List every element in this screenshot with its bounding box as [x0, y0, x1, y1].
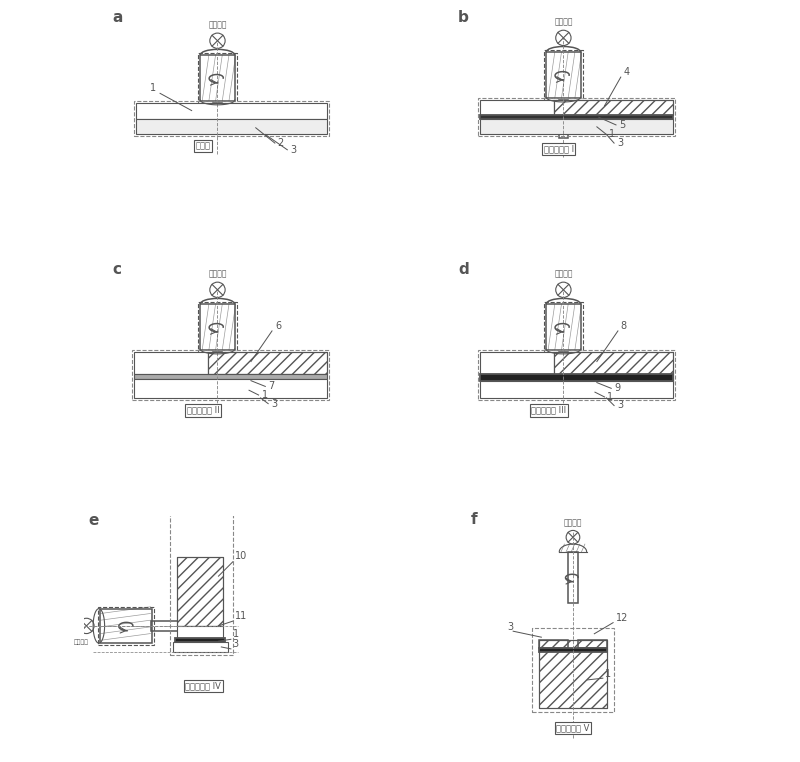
Bar — [554, 100, 674, 115]
Bar — [208, 352, 327, 374]
Bar — [100, 609, 153, 643]
Bar — [538, 640, 607, 708]
Text: 1: 1 — [233, 629, 239, 639]
Bar — [134, 379, 327, 398]
Text: 第二步方法 I: 第二步方法 I — [543, 144, 574, 153]
Bar — [178, 626, 223, 639]
Circle shape — [210, 33, 225, 49]
Bar — [178, 557, 223, 626]
Text: d: d — [458, 261, 469, 277]
Text: 1: 1 — [610, 130, 615, 139]
Bar — [173, 642, 228, 652]
Text: 焊接方向: 焊接方向 — [208, 21, 226, 29]
Text: 1: 1 — [607, 392, 614, 402]
Text: e: e — [88, 514, 98, 529]
Text: b: b — [458, 10, 469, 24]
Text: 第二步方法 IV: 第二步方法 IV — [185, 682, 221, 690]
Bar — [213, 103, 222, 134]
Text: 4: 4 — [624, 67, 630, 77]
Bar — [544, 303, 582, 352]
Text: 3: 3 — [290, 145, 296, 155]
Bar — [134, 374, 327, 379]
Bar — [538, 640, 607, 708]
Bar — [178, 557, 223, 626]
Text: f: f — [470, 513, 477, 527]
Text: 焊接方向: 焊接方向 — [564, 518, 582, 527]
Text: 第二步方法 II: 第二步方法 II — [187, 406, 219, 415]
Text: 1: 1 — [605, 669, 610, 680]
Text: 8: 8 — [621, 321, 627, 331]
Bar — [544, 50, 582, 100]
Text: 9: 9 — [614, 383, 620, 393]
Text: 1: 1 — [262, 390, 268, 400]
Text: 2: 2 — [278, 138, 284, 148]
Circle shape — [566, 530, 580, 544]
Bar — [554, 352, 674, 383]
Bar — [136, 119, 327, 134]
Bar — [554, 352, 674, 383]
Bar — [558, 100, 568, 139]
Bar — [538, 648, 607, 652]
Text: c: c — [112, 261, 122, 277]
Bar — [558, 352, 568, 398]
Text: 3: 3 — [617, 400, 623, 411]
Text: 焊接方向: 焊接方向 — [208, 269, 226, 278]
Bar — [175, 639, 225, 642]
Text: 焊接方向: 焊接方向 — [74, 639, 89, 645]
Bar — [480, 381, 674, 398]
Bar — [150, 621, 179, 631]
Text: 3: 3 — [507, 622, 514, 632]
Circle shape — [556, 30, 571, 46]
Bar — [554, 100, 674, 115]
Bar — [480, 374, 674, 381]
Circle shape — [78, 618, 94, 633]
Bar — [132, 350, 330, 400]
Text: 10: 10 — [234, 551, 247, 561]
Circle shape — [556, 282, 571, 297]
Text: 6: 6 — [275, 321, 281, 331]
Text: 第二步方法 V: 第二步方法 V — [556, 723, 590, 732]
Bar — [200, 304, 234, 350]
Bar — [546, 53, 581, 98]
Bar — [480, 115, 674, 119]
Bar — [480, 119, 674, 134]
Bar — [198, 53, 237, 103]
Bar — [538, 640, 568, 648]
Text: 第一步: 第一步 — [196, 142, 210, 150]
Bar — [546, 304, 581, 350]
Bar — [478, 350, 675, 400]
Bar — [213, 352, 222, 398]
Text: 11: 11 — [234, 611, 247, 621]
Text: 3: 3 — [233, 639, 239, 649]
Bar — [568, 552, 578, 603]
Bar — [136, 103, 327, 119]
Bar — [98, 607, 154, 645]
Bar — [208, 352, 327, 374]
Bar — [198, 303, 237, 352]
Text: a: a — [112, 10, 122, 24]
Bar — [480, 352, 554, 374]
Bar — [134, 352, 208, 374]
Bar — [200, 55, 234, 101]
Bar — [478, 98, 675, 136]
Bar — [134, 101, 330, 136]
Bar — [480, 100, 554, 115]
Circle shape — [210, 282, 225, 297]
Bar — [578, 640, 607, 648]
Bar — [532, 628, 614, 712]
Text: 3: 3 — [271, 399, 277, 408]
Text: 焊接方向: 焊接方向 — [554, 18, 573, 27]
Text: 1: 1 — [150, 84, 157, 94]
Bar — [170, 514, 233, 655]
Text: 3: 3 — [617, 138, 623, 148]
Text: 12: 12 — [616, 613, 628, 623]
Text: 5: 5 — [619, 120, 625, 130]
Text: 7: 7 — [268, 381, 274, 392]
Text: 第二步方法 III: 第二步方法 III — [531, 406, 566, 415]
Text: 焊接方向: 焊接方向 — [554, 269, 573, 278]
